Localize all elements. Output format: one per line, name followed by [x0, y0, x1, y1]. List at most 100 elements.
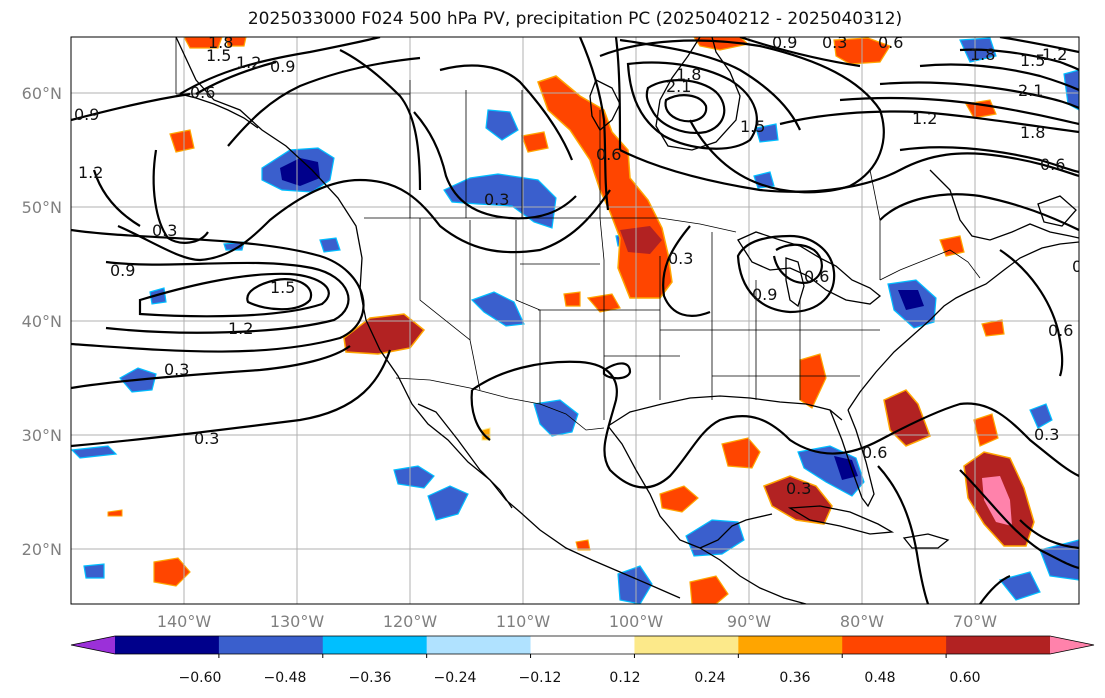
pv-contour	[999, 249, 1064, 377]
pv-contour	[71, 92, 191, 122]
newfoundland	[1037, 195, 1077, 227]
precip-patch	[153, 557, 191, 587]
colorbar-swatch	[738, 636, 843, 654]
contour-label: 2.1	[666, 77, 691, 96]
pv-contour	[626, 61, 758, 150]
contour-label: 1.2	[236, 53, 261, 72]
contour-label: 0.9	[772, 33, 797, 52]
lon-label: 100°W	[609, 612, 664, 631]
pv-contour	[645, 79, 726, 134]
contour-label: 0.3	[1072, 257, 1097, 276]
pv-contour	[999, 37, 1079, 54]
pv-contour	[179, 37, 381, 95]
pv-contour	[664, 94, 708, 123]
contour-label: 2.1	[1018, 81, 1043, 100]
precip-patch	[898, 290, 924, 310]
colorbar-tick-label: 0.36	[779, 670, 810, 686]
colorbar-tick-label: −0.60	[179, 670, 222, 686]
pacific-coast	[175, 37, 681, 599]
pv-contour	[578, 37, 610, 211]
canadian-archipelago	[589, 79, 621, 131]
precip-patch	[521, 131, 549, 153]
precip-patch	[982, 476, 1012, 526]
pv-contour	[413, 111, 577, 220]
lon-axis-labels: 140°W 130°W 120°W 110°W 100°W 90°W 80°W …	[157, 612, 997, 631]
pv-contour	[877, 465, 930, 604]
colorbar-tick-label: −0.12	[519, 670, 562, 686]
precip-patch	[71, 445, 118, 459]
colorbar-tick-label: −0.24	[434, 670, 477, 686]
precip-patch	[1029, 403, 1053, 429]
colorbar-tick-label: 0.12	[609, 670, 640, 686]
pv-contour	[959, 469, 1079, 570]
cuba	[787, 505, 895, 535]
gridlines	[71, 37, 1079, 604]
pv-contour	[879, 193, 1079, 231]
lon-label: 90°W	[727, 612, 771, 631]
contour-label: 0.3	[152, 221, 177, 240]
pv-contour	[138, 272, 330, 318]
pv-contour	[117, 178, 611, 262]
colorbar-tick-label: −0.48	[264, 670, 307, 686]
lake-michigan	[785, 257, 805, 308]
precip-patch	[343, 313, 426, 355]
colorbar-outline	[70, 635, 1095, 655]
lon-label: 140°W	[157, 612, 212, 631]
contour-label: 0.9	[270, 57, 295, 76]
precip-patch	[689, 575, 729, 604]
hispaniola	[902, 533, 950, 549]
precip-patch	[763, 475, 833, 525]
precip-patch	[470, 291, 525, 327]
lat-label: 50°N	[22, 198, 62, 217]
us-mexico-border	[395, 377, 605, 431]
lat-label: 20°N	[22, 540, 62, 559]
contour-label: 1.2	[1042, 45, 1067, 64]
precip-patch	[149, 287, 167, 305]
negative-anomaly-patches	[71, 37, 1079, 604]
contour-label: 1.8	[676, 65, 701, 84]
precip-patch	[721, 437, 761, 469]
precip-patch	[393, 465, 435, 489]
central-america	[699, 547, 807, 604]
florida	[829, 409, 875, 508]
precip-patch	[834, 456, 858, 480]
contour-label: 1.5	[740, 117, 765, 136]
contour-label: 0.9	[752, 285, 777, 304]
precip-patch	[319, 237, 341, 253]
contour-label: 0.6	[190, 83, 215, 102]
pv-contour	[602, 362, 632, 380]
contour-label: 1.8	[970, 45, 995, 64]
lat-axis-labels: 60°N 50°N 40°N 30°N 20°N	[22, 84, 62, 559]
precip-patch	[485, 109, 519, 141]
contour-label: 1.5	[206, 46, 231, 65]
colorbar-tick-label: 0.24	[694, 670, 725, 686]
pv-contour	[152, 149, 209, 244]
pv-contour	[736, 234, 836, 314]
map-frame	[70, 36, 1080, 605]
colorbar-tick-label: 0.60	[949, 670, 980, 686]
pv-contour	[1019, 519, 1079, 550]
state-line	[419, 218, 481, 391]
pv-contour	[246, 278, 313, 311]
precip-patch	[427, 485, 469, 521]
precip-patch	[1063, 69, 1079, 111]
pv-contour	[619, 38, 802, 131]
us-canada-border	[364, 217, 737, 233]
colorbar-swatch	[322, 636, 428, 654]
labrador	[929, 169, 1079, 241]
us-canada-border-east	[879, 249, 981, 281]
contour-label: 0.9	[110, 261, 135, 280]
contour-label: 0.3	[786, 479, 811, 498]
pv-contour	[439, 64, 574, 161]
pv-contour	[92, 169, 141, 227]
lat-label: 60°N	[22, 84, 62, 103]
colorbar-extend-max	[1050, 636, 1094, 654]
pv-contour	[339, 49, 422, 191]
contour-label: 0.6	[596, 145, 621, 164]
contour-label: 1.8	[1020, 123, 1045, 142]
colorbar-tick-labels: −0.60 −0.48 −0.36 −0.24 −0.12 0.12 0.24 …	[179, 670, 981, 686]
precip-patch	[225, 37, 247, 47]
pv-contour	[662, 225, 711, 317]
colorbar-extend-min	[71, 636, 115, 654]
colorbar-swatch	[218, 636, 324, 654]
